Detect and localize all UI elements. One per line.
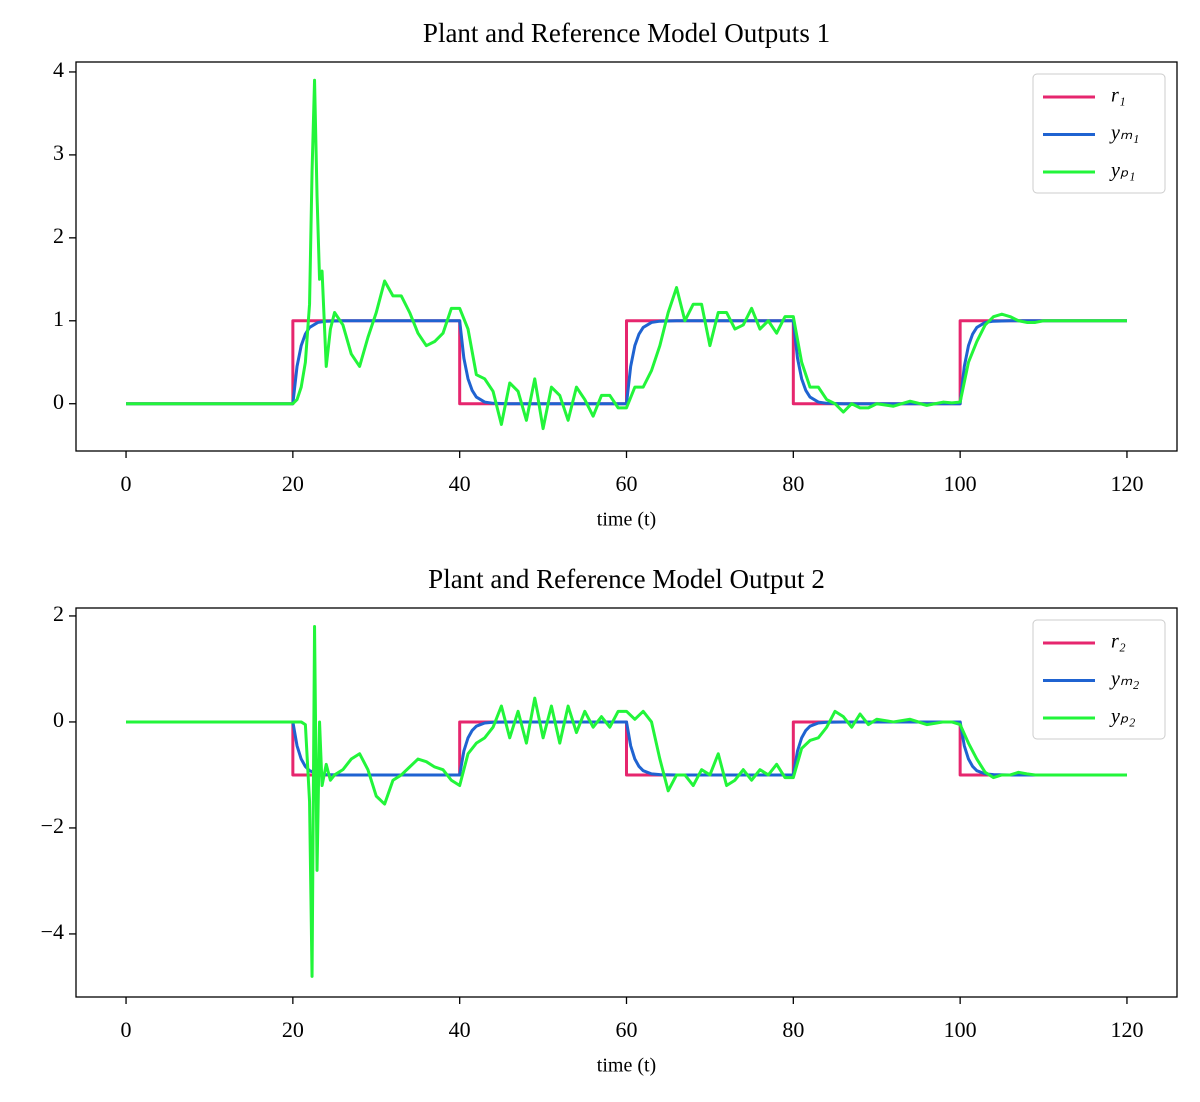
y-tick-label: 1 [53,306,64,331]
lines [126,78,1127,431]
y-tick-label: 3 [53,140,64,165]
x-tick-label: 0 [121,1017,132,1042]
series-line [126,720,1127,777]
legend-label: yₚ₂ [1109,706,1135,728]
series-line [126,319,1127,406]
axes-frame [75,607,1178,998]
legend-label: yₚ₁ [1109,160,1135,182]
y-tick-label: −4 [41,919,64,944]
x-tick-label: 80 [782,1017,804,1042]
y-tick-label: 2 [53,223,64,248]
y-tick-label: 4 [53,57,64,82]
x-tick-label: 100 [944,471,977,496]
x-axis-label: time (t) [597,1055,656,1077]
y-tick-label: −2 [41,813,64,838]
x-tick-label: 40 [449,471,471,496]
legend-label: yₘ₁ [1109,122,1139,144]
legend-box [1032,619,1166,740]
x-tick-label: 80 [782,471,804,496]
y-tick-label: 0 [53,389,64,414]
legend-label: yₘ₂ [1109,668,1139,690]
x-tick-label: 100 [944,1017,977,1042]
series-line [126,625,1127,978]
legend-label: r₂ [1111,631,1126,653]
x-tick-label: 20 [282,1017,304,1042]
x-tick-label: 60 [616,471,638,496]
axes-frame [75,61,1178,452]
y-tick-label: 2 [53,601,64,626]
x-tick-label: 60 [616,1017,638,1042]
chart-title: Plant and Reference Model Outputs 1 [423,18,830,48]
lines [126,625,1127,978]
legend-box [1032,73,1166,194]
x-tick-label: 120 [1110,471,1143,496]
subplot: Plant and Reference Model Output 20 20 40 6… [41,564,1178,1077]
x-tick-label: 40 [449,1017,471,1042]
subplot: Plant and Reference Model Outputs 10 20 40… [53,18,1178,531]
series-line [126,78,1127,431]
chart-title: Plant and Reference Model Output 2 [428,564,825,594]
x-axis-label: time (t) [597,509,656,531]
x-tick-label: 20 [282,471,304,496]
legend-label: r₁ [1111,85,1126,107]
y-tick-label: 0 [53,707,64,732]
x-tick-label: 0 [121,471,132,496]
x-tick-label: 120 [1110,1017,1143,1042]
